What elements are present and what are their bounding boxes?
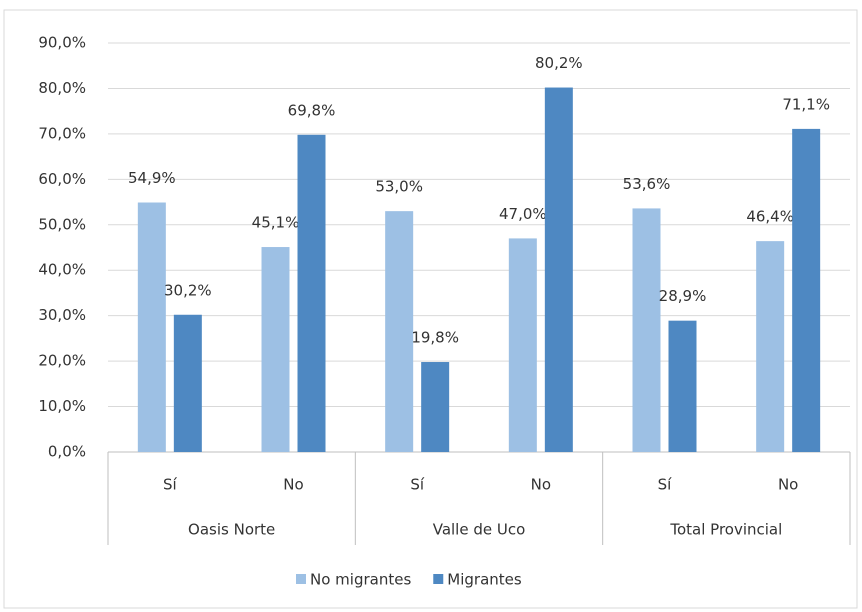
y-tick-label: 0,0% xyxy=(48,443,86,461)
y-tick-label: 60,0% xyxy=(38,170,86,188)
value-label: 28,9% xyxy=(659,287,707,305)
y-tick-label: 30,0% xyxy=(38,306,86,324)
value-label: 80,2% xyxy=(535,54,583,72)
bar xyxy=(756,241,785,452)
y-tick-label: 10,0% xyxy=(38,397,86,415)
value-label: 69,8% xyxy=(288,101,336,119)
y-tick-label: 20,0% xyxy=(38,352,86,370)
bar xyxy=(508,238,537,452)
y-tick-label: 80,0% xyxy=(38,79,86,97)
value-label: 53,6% xyxy=(623,175,671,193)
x-tick-label: No xyxy=(283,476,303,494)
group-label: Oasis Norte xyxy=(188,521,275,539)
value-label: 54,9% xyxy=(128,169,176,187)
legend-label: No migrantes xyxy=(310,571,411,589)
legend-swatch xyxy=(433,574,444,584)
bar xyxy=(297,134,326,452)
bar xyxy=(421,362,450,452)
value-label: 53,0% xyxy=(375,178,423,196)
y-tick-label: 70,0% xyxy=(38,124,86,142)
value-label: 45,1% xyxy=(252,214,300,232)
group-label: Total Provincial xyxy=(669,521,782,539)
group-label: Valle de Uco xyxy=(433,521,526,539)
bar xyxy=(137,202,166,452)
chart-border xyxy=(3,9,858,609)
bar xyxy=(385,211,414,452)
bar xyxy=(632,208,661,452)
legend-label: Migrantes xyxy=(447,571,522,589)
x-tick-label: No xyxy=(778,476,798,494)
y-tick-label: 90,0% xyxy=(38,34,86,52)
x-tick-label: No xyxy=(531,476,551,494)
bar xyxy=(792,128,821,452)
legend-swatch xyxy=(296,574,306,584)
x-tick-label: Sí xyxy=(163,476,178,494)
value-label: 46,4% xyxy=(746,208,794,226)
x-tick-label: Sí xyxy=(658,476,673,494)
y-tick-label: 40,0% xyxy=(38,261,86,279)
value-label: 71,1% xyxy=(782,95,830,113)
bar xyxy=(173,314,202,452)
value-label: 30,2% xyxy=(164,281,212,299)
bar xyxy=(544,87,573,452)
value-label: 47,0% xyxy=(499,205,547,223)
y-tick-label: 50,0% xyxy=(38,215,86,233)
x-tick-label: Sí xyxy=(410,476,425,494)
bar xyxy=(668,320,697,452)
value-label: 19,8% xyxy=(411,329,459,347)
bar xyxy=(261,247,290,452)
